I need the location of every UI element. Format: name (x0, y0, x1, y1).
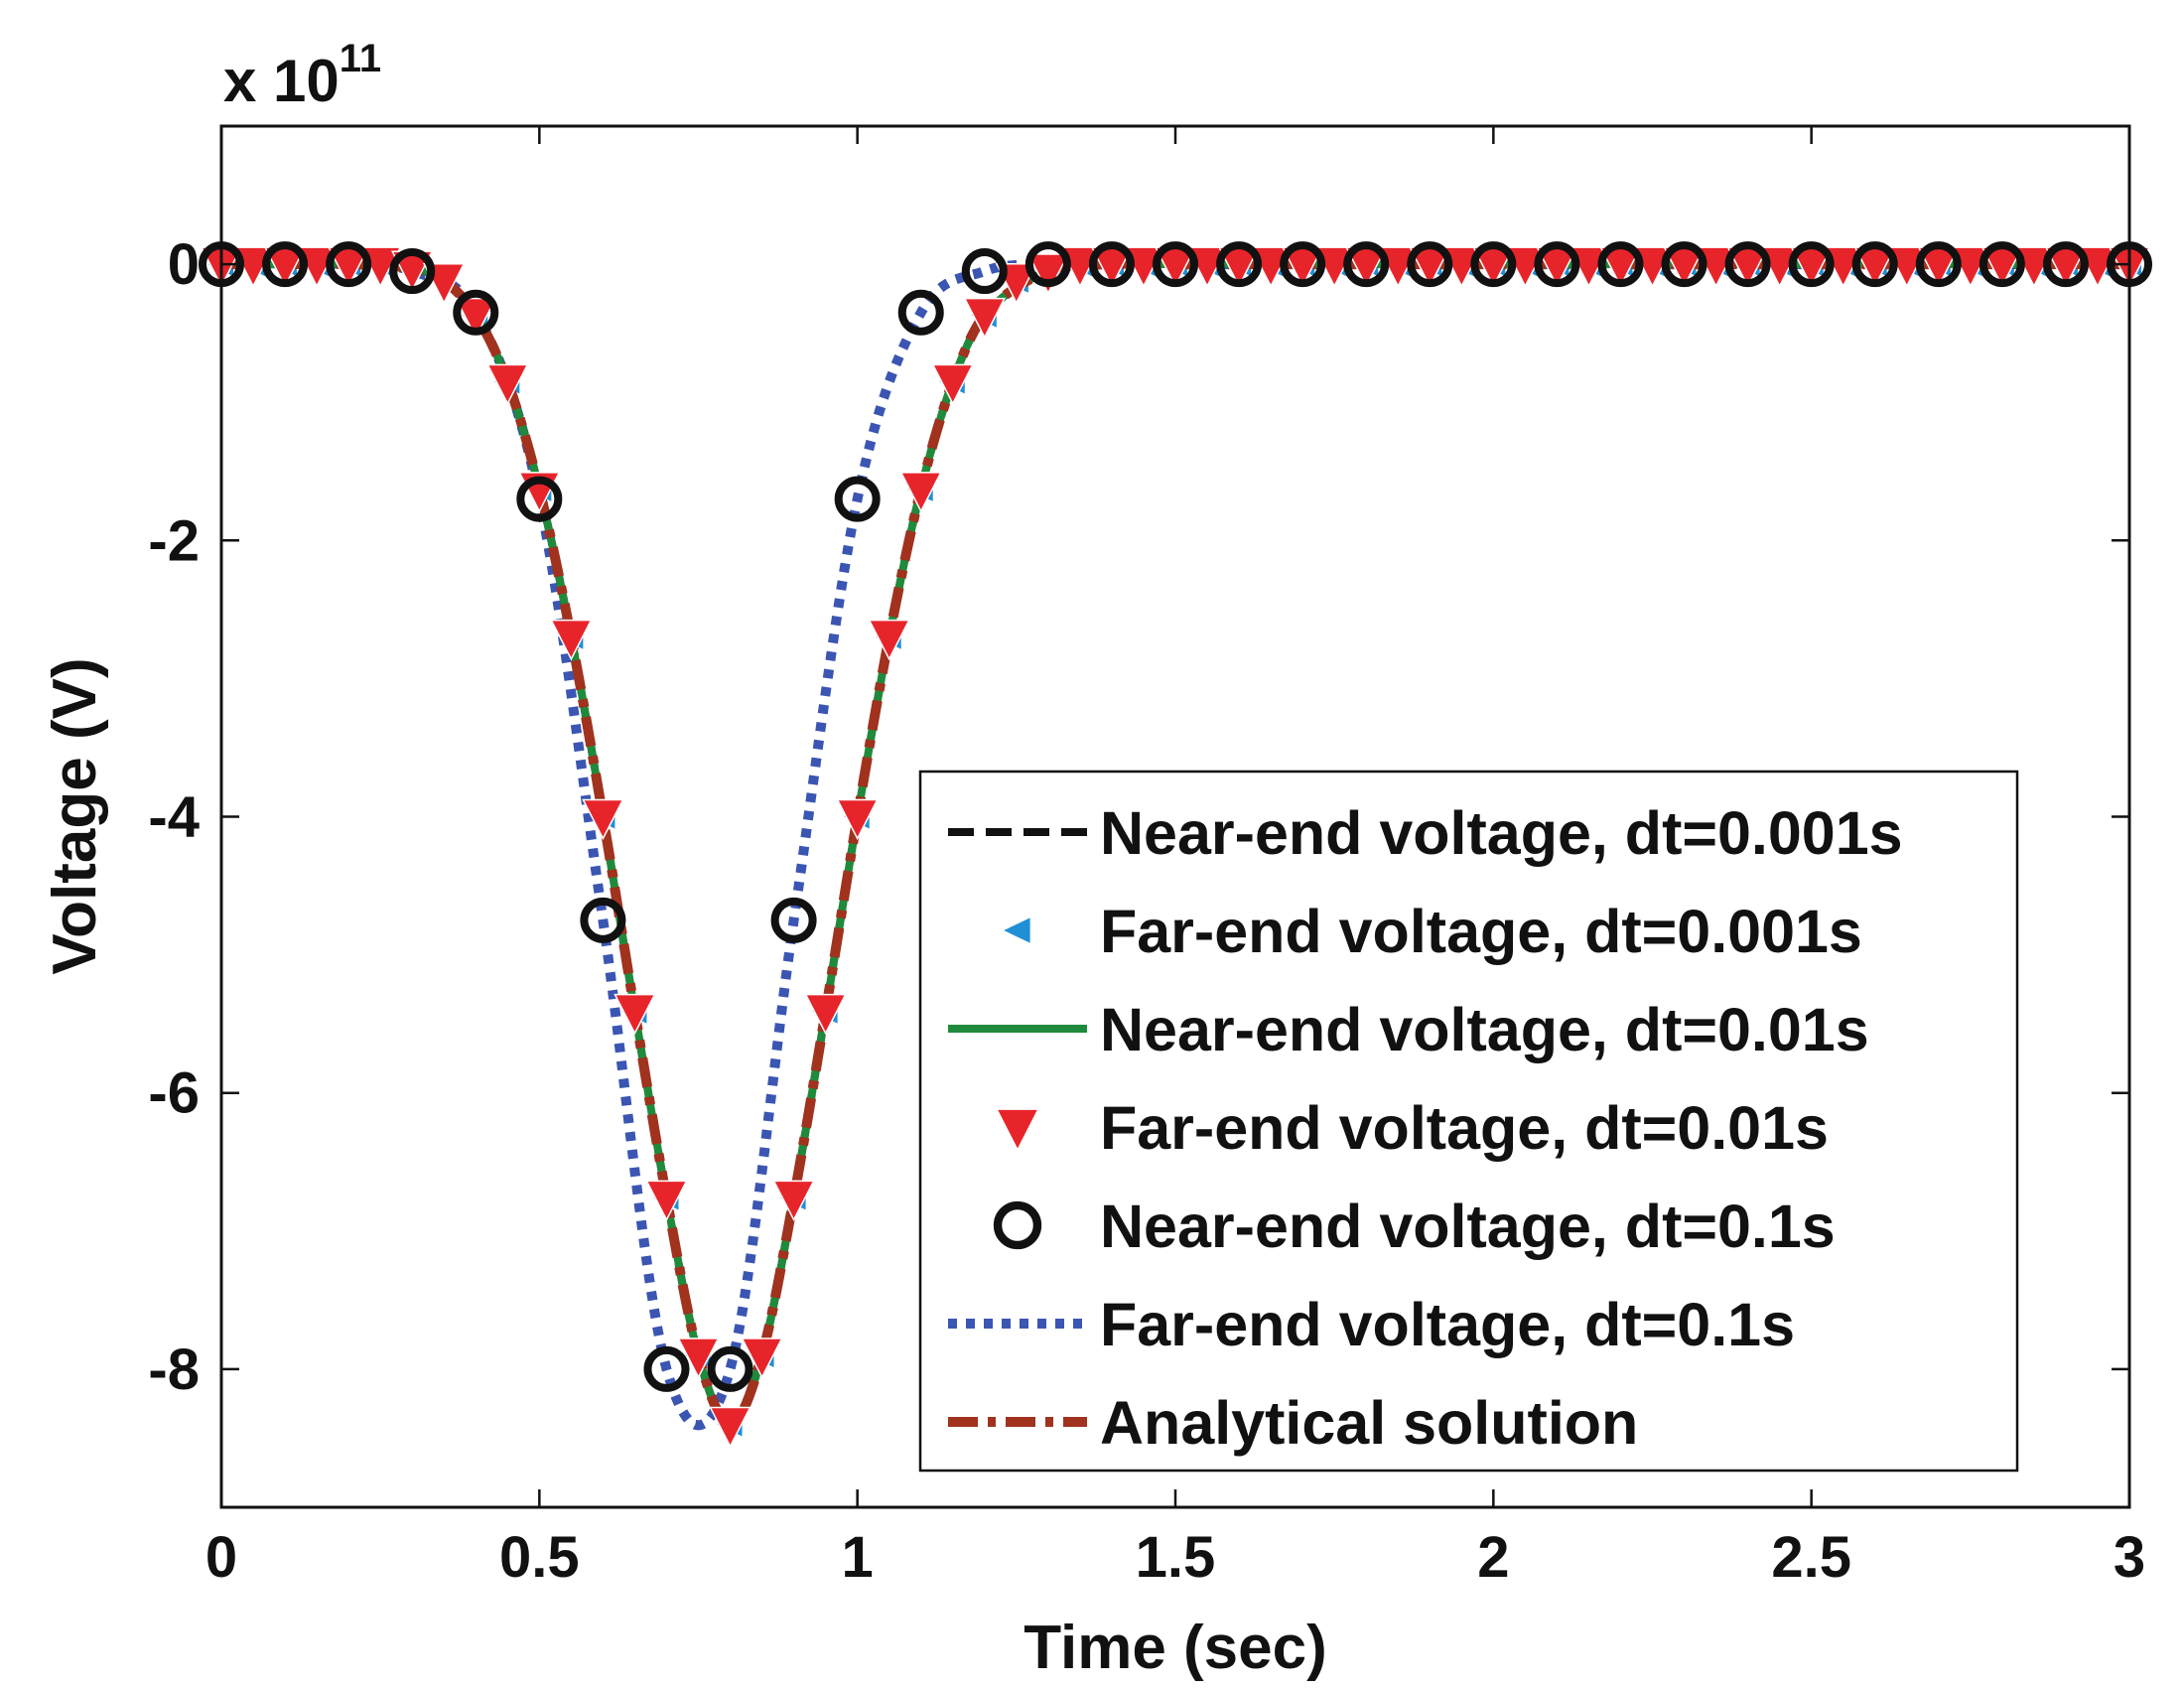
legend-label: Near-end voltage, dt=0.001s (1100, 799, 1903, 867)
series-4-point (645, 1180, 688, 1222)
series-5-point (453, 289, 499, 336)
y-multiplier-base: x 10 (223, 48, 340, 114)
legend-box (918, 770, 2019, 1473)
series-5-point (1597, 241, 1644, 288)
y-tick-label: -2 (148, 508, 200, 573)
series-5-point (1851, 241, 1898, 288)
series-5-point (1788, 241, 1835, 288)
series-5-point (1280, 241, 1326, 288)
x-tick-label: 2.5 (1771, 1525, 1851, 1590)
legend-entry: Far-end voltage, dt=0.1s (948, 1291, 1795, 1358)
legend: Near-end voltage, dt=0.001s Far-end volta… (918, 770, 2019, 1473)
series-5-point (643, 1345, 690, 1392)
series-5-point (1470, 241, 1517, 288)
y-tick-label: -8 (148, 1337, 200, 1402)
series-4-point (582, 798, 624, 841)
series-5-point (1724, 241, 1771, 288)
series-5-point (1343, 241, 1390, 288)
series-5-point (1979, 241, 2025, 288)
x-tick-label: 1 (842, 1525, 874, 1590)
series-4-point (550, 619, 593, 661)
series-5-point (389, 248, 436, 295)
series-4-point (1026, 253, 1070, 295)
series-5-point (1915, 241, 1962, 288)
series-4-point (677, 1337, 720, 1379)
series-5-point (1407, 241, 1453, 288)
y-axis-label: Voltage (V) (41, 657, 109, 974)
series-5-point (707, 1345, 753, 1392)
series-4-point (931, 363, 974, 405)
series-5 (199, 241, 2152, 1392)
series-4-point (772, 1180, 815, 1222)
legend-entry: Near-end voltage, dt=0.001s (948, 799, 1903, 867)
x-tick-label: 0.5 (499, 1525, 580, 1590)
legend-label: Near-end voltage, dt=0.01s (1100, 996, 1869, 1063)
series-5-point (1661, 241, 1707, 288)
legend-label: Near-end voltage, dt=0.1s (1100, 1193, 1836, 1260)
y-tick-label: 0 (168, 232, 200, 297)
series-5-point (897, 289, 944, 336)
series-5-point (1024, 241, 1071, 288)
legend-label: Far-end voltage, dt=0.01s (1100, 1094, 1829, 1162)
series-4-point (836, 798, 879, 841)
series-5-point (961, 248, 1008, 295)
series-5-point (1153, 241, 1198, 288)
legend-entry: Near-end voltage, dt=0.01s (948, 996, 1869, 1063)
legend-entry: Far-end voltage, dt=0.01s (995, 1094, 1829, 1162)
legend-entries: Near-end voltage, dt=0.001s Far-end volta… (948, 799, 1903, 1457)
series-4-point (804, 993, 847, 1036)
series-4-point (899, 472, 942, 513)
y-axis-multiplier: x 1011 (223, 37, 381, 114)
series-5-point (516, 476, 563, 522)
x-tick-label: 3 (2114, 1525, 2145, 1590)
series-5-point (1216, 241, 1263, 288)
legend-label: Far-end voltage, dt=0.1s (1100, 1291, 1795, 1358)
legend-entry: Far-end voltage, dt=0.001s (1004, 898, 1862, 965)
legend-entry: Analytical solution (948, 1389, 1638, 1457)
series-5-point (326, 241, 372, 288)
x-tick-label: 0 (205, 1525, 237, 1590)
legend-label: Analytical solution (1100, 1389, 1638, 1457)
series-5-point (262, 241, 309, 288)
series-4-point (709, 1406, 751, 1449)
legend-marker-sample (1004, 917, 1030, 943)
y-tick-label: -6 (148, 1061, 200, 1126)
series-5-point (2042, 241, 2089, 288)
y-tick-label: -4 (148, 785, 200, 850)
x-tick-label: 1.5 (1136, 1525, 1216, 1590)
legend-marker-sample (995, 1108, 1040, 1152)
series-4-point (455, 297, 497, 340)
y-multiplier-exponent: 11 (340, 37, 381, 80)
axis-ticks: 0 0.5 1 1.5 2 2.5 3 0 -2 -4 -6 -8 (148, 126, 2145, 1590)
series-4-point (741, 1337, 783, 1379)
series-4-point (486, 363, 529, 405)
series-5-point (834, 476, 881, 522)
series-5-point (1088, 241, 1135, 288)
series-4-point (614, 993, 656, 1036)
series-4-point (868, 619, 910, 661)
legend-label: Far-end voltage, dt=0.001s (1100, 898, 1862, 965)
series-5-point (770, 897, 817, 943)
series-5-point (1534, 241, 1580, 288)
series-layer (199, 241, 2152, 1449)
x-tick-label: 2 (1477, 1525, 1509, 1590)
x-axis-label: Time (sec) (1024, 1614, 1327, 1682)
series-5-point (580, 897, 626, 943)
series-4-point (963, 297, 1007, 340)
legend-entry: Near-end voltage, dt=0.1s (993, 1193, 1836, 1260)
legend-marker-sample (993, 1200, 1042, 1250)
